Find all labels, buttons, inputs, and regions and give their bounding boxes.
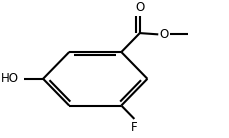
Text: F: F <box>131 121 137 134</box>
Text: O: O <box>135 1 144 14</box>
Text: HO: HO <box>1 72 19 85</box>
Text: O: O <box>159 28 168 41</box>
